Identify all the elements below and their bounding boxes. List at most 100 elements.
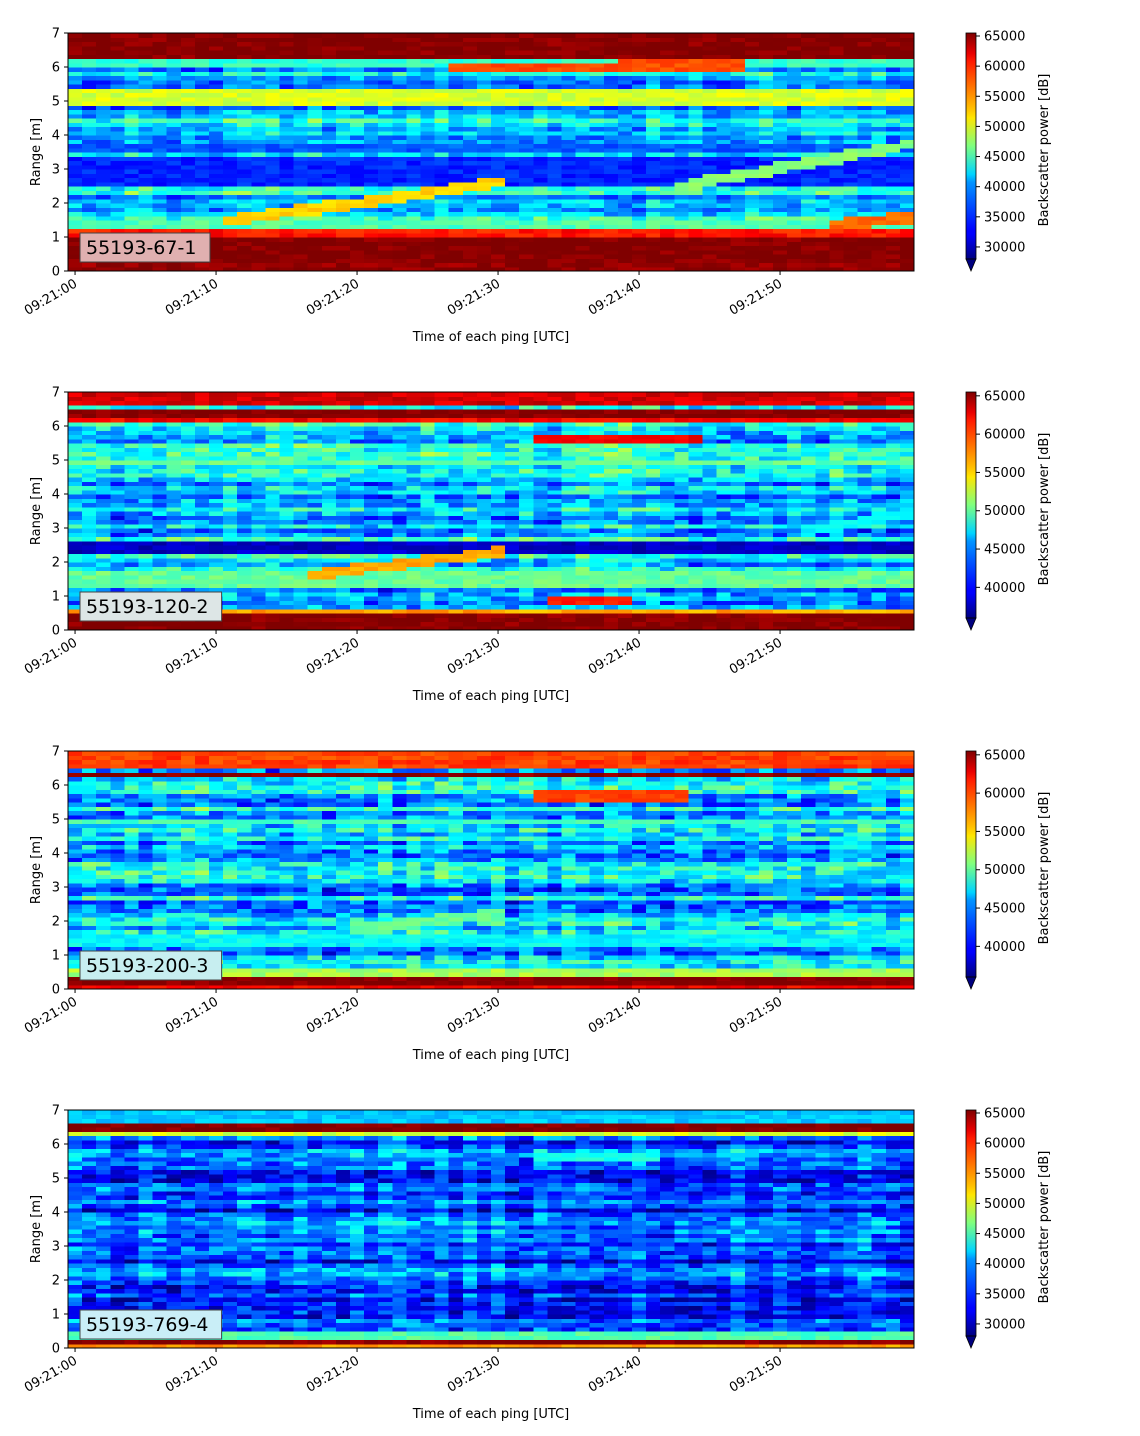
heatmap-cell [871, 113, 887, 119]
heatmap-cell [110, 58, 125, 64]
heatmap-cell [476, 118, 492, 123]
heatmap-cell [420, 392, 436, 397]
heatmap-cell [843, 164, 859, 170]
heatmap-cell [899, 135, 915, 140]
heatmap-cell [335, 400, 351, 406]
heatmap-cell [307, 396, 323, 402]
heatmap-cell [617, 122, 633, 128]
heatmap-cell [603, 109, 619, 115]
heatmap-cell [434, 126, 450, 132]
heatmap-cell [519, 130, 534, 136]
heatmap-cell [350, 519, 365, 525]
heatmap-cell [660, 67, 675, 72]
heatmap-cell [307, 562, 323, 567]
heatmap-cell [801, 262, 816, 268]
heatmap-cell [688, 67, 704, 72]
heatmap-cell [561, 50, 577, 55]
heatmap-cell [505, 54, 520, 60]
heatmap-cell [307, 409, 323, 414]
heatmap-cell [533, 88, 548, 94]
heatmap-cell [82, 438, 97, 444]
heatmap-cell [462, 62, 478, 68]
heatmap-cell [547, 130, 563, 136]
heatmap-cell [491, 75, 506, 81]
heatmap-cell [843, 232, 859, 238]
heatmap-cell [166, 147, 182, 153]
heatmap-cell [279, 62, 295, 68]
heatmap-cell [462, 181, 478, 187]
heatmap-cell [124, 156, 140, 162]
heatmap-cell [646, 33, 661, 38]
heatmap-cell [899, 147, 915, 153]
heatmap-cell [575, 211, 591, 217]
heatmap-cell [787, 152, 802, 157]
heatmap-cell [533, 62, 548, 68]
heatmap-cell [406, 617, 422, 623]
heatmap-cell [505, 122, 520, 128]
heatmap-cell [420, 211, 436, 217]
heatmap-cell [307, 460, 323, 465]
heatmap-cell [110, 122, 125, 128]
heatmap-cell [223, 262, 238, 268]
heatmap-cell [279, 472, 295, 478]
heatmap-cell [885, 181, 901, 187]
heatmap-cell [448, 177, 464, 183]
heatmap-cell [194, 485, 210, 491]
heatmap-cell [505, 113, 520, 119]
heatmap-cell [209, 574, 224, 580]
heatmap-cell [335, 177, 351, 183]
heatmap-cell [152, 536, 168, 542]
heatmap-cell [82, 198, 97, 204]
heatmap-cell [702, 258, 718, 264]
heatmap-cell [561, 186, 577, 191]
heatmap-cell [491, 130, 506, 136]
heatmap-cell [166, 570, 182, 576]
heatmap-cell [533, 190, 548, 196]
heatmap-cell [434, 515, 450, 521]
heatmap-cell [223, 232, 238, 238]
heatmap-cell [307, 45, 323, 51]
heatmap-cell [871, 164, 887, 170]
heatmap-cell [519, 101, 534, 106]
heatmap-cell [364, 523, 379, 529]
heatmap-cell [773, 126, 788, 132]
heatmap-cell [519, 109, 534, 115]
heatmap-cell [688, 118, 704, 123]
heatmap-cell [265, 404, 281, 410]
heatmap-cell [251, 562, 266, 567]
heatmap-cell [138, 438, 154, 444]
heatmap-cell [293, 152, 309, 157]
heatmap-cell [307, 434, 323, 440]
heatmap-cell [899, 169, 915, 174]
heatmap-cell [237, 203, 252, 208]
heatmap-cell [364, 468, 379, 474]
heatmap-cell [674, 215, 689, 221]
heatmap-cell [773, 92, 788, 98]
heatmap-cell [223, 540, 238, 546]
heatmap-cell [660, 113, 675, 119]
heatmap-cell [364, 143, 379, 149]
heatmap-cell [307, 506, 323, 512]
heatmap-cell [124, 194, 140, 200]
heatmap-cell [279, 621, 295, 627]
heatmap-cell [265, 105, 281, 111]
heatmap-cell [96, 562, 111, 567]
heatmap-cell [68, 92, 83, 98]
heatmap-cell [646, 50, 661, 55]
heatmap-cell [716, 105, 732, 111]
heatmap-cell [223, 67, 238, 72]
heatmap-cell [293, 96, 309, 102]
heatmap-cell [307, 169, 323, 174]
heatmap-cell [646, 224, 661, 230]
heatmap-cell [265, 562, 281, 567]
heatmap-cell [237, 67, 252, 72]
heatmap-cell [138, 519, 154, 525]
heatmap-cell [335, 126, 351, 132]
heatmap-cell [758, 203, 774, 208]
heatmap-cell [505, 228, 520, 234]
heatmap-cell [787, 245, 802, 251]
heatmap-cell [378, 190, 393, 196]
heatmap-cell [519, 258, 534, 264]
heatmap-cell [406, 122, 422, 128]
heatmap-cell [138, 224, 154, 230]
